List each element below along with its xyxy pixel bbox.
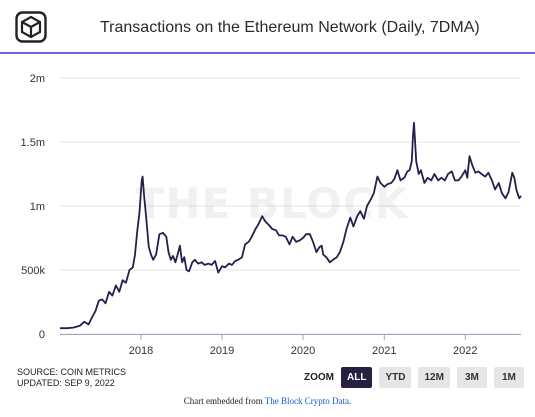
x-tick-label: 2019 — [210, 345, 234, 357]
zoom-1m-button[interactable]: 1M — [493, 366, 524, 388]
x-tick-label: 2020 — [291, 345, 315, 357]
watermark-text: THE BLOCK — [136, 179, 409, 228]
y-axis-labels: 0 500k 1m 1.5m 2m — [21, 73, 46, 341]
y-tick-label: 1m — [30, 201, 45, 213]
the-block-logo-icon — [15, 11, 47, 43]
embed-suffix: . — [349, 396, 352, 406]
source-text: SOURCE: COIN METRICS — [17, 367, 127, 377]
x-tick-label: 2018 — [129, 345, 153, 357]
series-layer — [60, 121, 522, 330]
y-tick-label: 0 — [39, 329, 45, 341]
x-axis: 2018 2019 2020 2021 2022 — [60, 334, 521, 357]
chart-header: Transactions on the Ethereum Network (Da… — [0, 0, 535, 54]
y-tick-label: 1.5m — [21, 137, 45, 149]
zoom-ytd-button[interactable]: YTD — [379, 366, 412, 388]
source-note: SOURCE: COIN METRICS UPDATED: SEP 9, 202… — [17, 367, 126, 389]
x-tick-label: 2021 — [372, 345, 396, 357]
updated-text: UPDATED: SEP 9, 2022 — [17, 378, 115, 388]
x-tick-label: 2022 — [453, 345, 477, 357]
y-tick-label: 2m — [30, 73, 45, 85]
zoom-all-button[interactable]: ALL — [341, 366, 373, 388]
chart-title: Transactions on the Ethereum Network (Da… — [100, 19, 480, 36]
zoom-controls: ZOOM ALL YTD 12M 3M 1M — [304, 366, 531, 388]
zoom-3m-button[interactable]: 3M — [456, 366, 487, 388]
zoom-label: ZOOM — [304, 371, 334, 383]
y-tick-label: 500k — [21, 265, 45, 277]
embed-prefix: Chart embedded from — [183, 396, 265, 406]
embed-link[interactable]: The Block Crypto Data — [264, 396, 350, 406]
header-divider — [0, 52, 535, 54]
embed-credit: Chart embedded from The Block Crypto Dat… — [0, 396, 535, 406]
series-line[interactable] — [60, 121, 522, 330]
zoom-12m-button[interactable]: 12M — [418, 366, 450, 388]
transactions-line-chart[interactable]: THE BLOCK 0 500k 1m 1.5m 2m 2018 2019 2020 2021… — [0, 55, 535, 360]
